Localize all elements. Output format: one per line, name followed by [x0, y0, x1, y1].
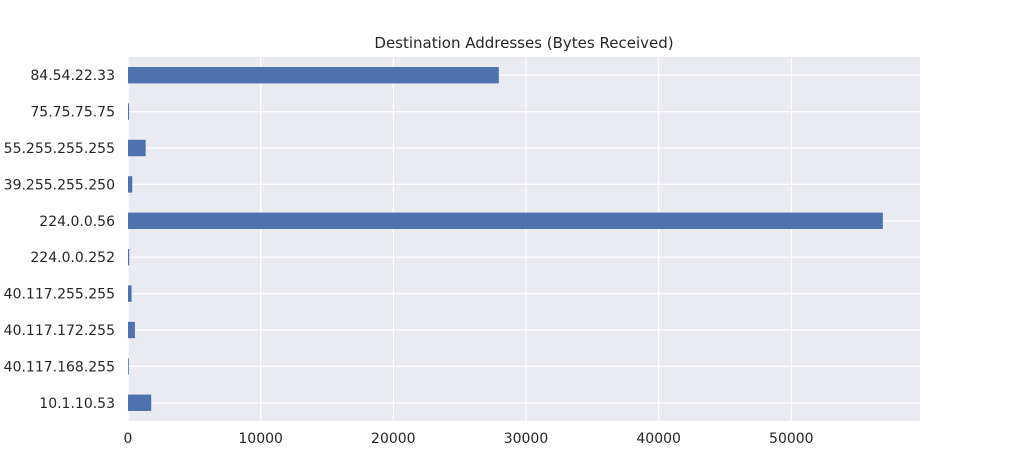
- y-tick-label: 84.54.22.33: [30, 68, 115, 84]
- y-tick-labels: 10.1.10.53 40.117.168.255 40.117.172.255 40…: [4, 68, 115, 412]
- x-tick-label: 50000: [769, 431, 814, 447]
- y-tick-label: 40.117.172.255: [4, 323, 115, 339]
- bars: [128, 67, 883, 411]
- y-tick-label: 55.255.255.255: [4, 141, 115, 157]
- x-tick-label: 10000: [238, 431, 283, 447]
- x-tick-label: 0: [124, 431, 133, 447]
- plot-area: [128, 57, 920, 421]
- bar: [128, 394, 152, 411]
- y-tick-label: 224.0.0.252: [30, 250, 115, 266]
- y-tick-label: 40.117.255.255: [4, 287, 115, 303]
- gridlines: [127, 57, 920, 421]
- y-tick-label: 10.1.10.53: [39, 396, 115, 412]
- y-tick-label: 40.117.168.255: [4, 359, 115, 375]
- x-tick-labels: 0 10000 20000 30000 40000 50000: [124, 431, 814, 447]
- y-tick-label: 224.0.0.56: [39, 214, 115, 230]
- bar: [128, 321, 135, 339]
- bar: [128, 358, 129, 375]
- y-tick-label: 75.75.75.75: [30, 105, 115, 121]
- bar: [128, 103, 130, 120]
- bar: [128, 212, 883, 229]
- bar: [128, 176, 133, 193]
- chart-title: Destination Addresses (Bytes Received): [374, 34, 673, 52]
- y-tick-label: 39.255.255.250: [4, 177, 115, 193]
- x-tick-label: 20000: [371, 431, 416, 447]
- x-tick-label: 40000: [636, 431, 681, 447]
- bar: [128, 249, 130, 266]
- x-tick-label: 30000: [504, 431, 549, 447]
- bar: [128, 67, 499, 84]
- bar: [128, 139, 146, 157]
- bar: [128, 285, 132, 302]
